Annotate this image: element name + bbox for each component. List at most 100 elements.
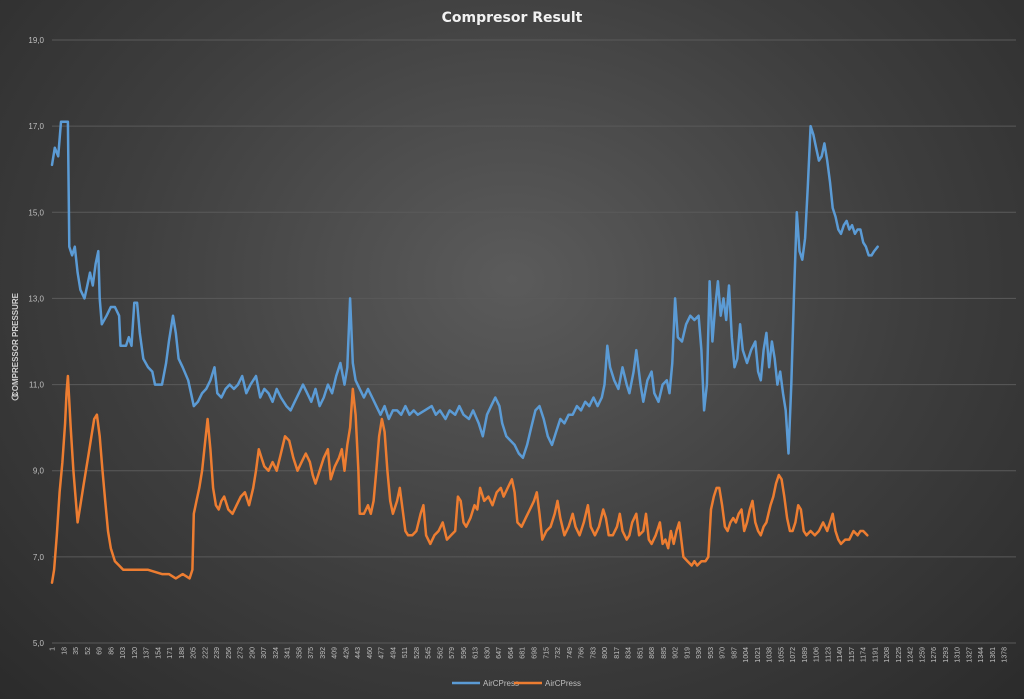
x-tick-label: 341 (285, 647, 292, 659)
x-tick-label: 766 (579, 647, 586, 659)
x-tick-label: 1310 (955, 647, 962, 663)
y-axis-ticks: 5,0 7,0 9,0 11,0 13,0 15,0 17,0 19,0 (28, 36, 44, 648)
x-tick-label: 1038 (767, 647, 774, 663)
x-tick-label: 222 (202, 647, 209, 659)
y-tick-label: 13,0 (28, 294, 44, 303)
x-tick-label: 1242 (908, 647, 915, 663)
x-tick-label: 273 (238, 647, 245, 659)
x-tick-label: 647 (496, 647, 503, 659)
x-tick-label: 545 (426, 647, 433, 659)
x-tick-label: 86 (108, 647, 115, 655)
legend: AirCPress AirCPress (452, 679, 581, 688)
x-tick-label: 596 (461, 647, 468, 659)
x-tick-label: 511 (402, 647, 409, 658)
x-tick-label: 35 (73, 647, 80, 655)
series-line-1 (50, 120, 879, 460)
x-tick-label: 562 (437, 647, 444, 659)
x-tick-label: 987 (731, 647, 738, 659)
x-tick-label: 188 (179, 647, 186, 659)
y-tick-label: 5,0 (33, 639, 45, 648)
x-tick-label: 1225 (896, 647, 903, 663)
x-tick-label: 664 (508, 647, 515, 659)
y-axis-label-group: COMPRESSOR PRESSURE (11, 292, 20, 401)
gridlines (52, 39, 1016, 644)
x-tick-label: 1157 (849, 647, 856, 662)
x-tick-label: 885 (661, 647, 668, 659)
x-tick-label: 460 (367, 647, 374, 659)
x-tick-label: 1140 (837, 647, 844, 662)
x-tick-label: 868 (649, 647, 656, 659)
x-tick-label: 171 (167, 647, 174, 659)
x-tick-label: 1293 (943, 647, 950, 663)
x-tick-label: 579 (449, 647, 456, 659)
x-tick-label: 715 (543, 647, 550, 659)
y-axis-label: COMPRESSOR PRESSURE (11, 292, 20, 397)
series-lines (50, 120, 879, 584)
x-tick-label: 1378 (1002, 647, 1009, 663)
x-tick-label: 919 (684, 647, 691, 659)
x-tick-label: 902 (673, 647, 680, 659)
x-tick-label: 290 (249, 647, 256, 659)
x-tick-label: 443 (355, 647, 362, 659)
x-tick-label: 1174 (861, 647, 868, 662)
x-tick-label: 783 (590, 647, 597, 659)
x-tick-label: 1259 (919, 647, 926, 663)
x-tick-label: 834 (626, 647, 633, 659)
x-tick-label: 103 (120, 647, 127, 659)
x-tick-label: 1106 (814, 647, 821, 662)
x-tick-label: 1004 (743, 647, 750, 663)
x-tick-label: 1123 (825, 647, 832, 662)
y-tick-label: 17,0 (28, 122, 44, 131)
x-tick-label: 69 (97, 647, 104, 655)
x-tick-label: 1344 (978, 647, 985, 663)
x-tick-label: 1191 (872, 647, 879, 662)
x-tick-label: 1361 (990, 647, 997, 663)
x-tick-label: 749 (567, 647, 574, 659)
gauge-icon (11, 393, 19, 401)
x-tick-label: 953 (708, 647, 715, 659)
x-tick-label: 528 (414, 647, 421, 659)
x-tick-label: 613 (473, 647, 480, 659)
y-tick-label: 15,0 (28, 208, 44, 217)
x-tick-label: 137 (144, 647, 151, 659)
x-tick-label: 409 (332, 647, 339, 659)
x-tick-label: 494 (390, 647, 397, 659)
x-tick-label: 1276 (931, 647, 938, 663)
x-tick-label: 375 (308, 647, 315, 659)
x-tick-label: 358 (296, 647, 303, 659)
x-tick-label: 698 (532, 647, 539, 659)
series-line-2 (50, 374, 869, 584)
x-tick-label: 681 (520, 647, 527, 659)
x-tick-label: 324 (273, 647, 280, 659)
x-tick-label: 256 (226, 647, 233, 659)
y-tick-label: 9,0 (33, 467, 45, 476)
x-tick-label: 1089 (802, 647, 809, 663)
x-tick-label: 477 (379, 647, 386, 659)
legend-label: AirCPress (545, 679, 581, 688)
x-tick-label: 817 (614, 647, 621, 659)
x-tick-label: 239 (214, 647, 221, 659)
x-tick-label: 154 (155, 647, 162, 659)
x-tick-label: 970 (720, 647, 727, 659)
x-tick-label: 205 (191, 647, 198, 659)
x-axis-ticks: 1 18 35 52 69 86 103 120 137 154 171 188 205 222 239 25… (50, 647, 1009, 663)
x-tick-label: 1208 (884, 647, 891, 663)
x-tick-label: 1021 (755, 647, 762, 663)
x-tick-label: 732 (555, 647, 562, 659)
y-tick-label: 19,0 (28, 36, 44, 45)
x-tick-label: 1072 (790, 647, 797, 663)
x-tick-label: 1 (50, 647, 57, 651)
chart-title: Compresor Result (442, 10, 583, 26)
x-tick-label: 392 (320, 647, 327, 659)
x-tick-label: 630 (484, 647, 491, 659)
x-tick-label: 851 (637, 647, 644, 659)
x-tick-label: 307 (261, 647, 268, 659)
x-tick-label: 936 (696, 647, 703, 659)
x-tick-label: 1055 (778, 647, 785, 663)
y-tick-label: 11,0 (29, 381, 45, 390)
x-tick-label: 52 (85, 647, 92, 655)
x-tick-label: 120 (132, 647, 139, 659)
x-tick-label: 1327 (966, 647, 973, 663)
x-tick-label: 426 (343, 647, 350, 659)
